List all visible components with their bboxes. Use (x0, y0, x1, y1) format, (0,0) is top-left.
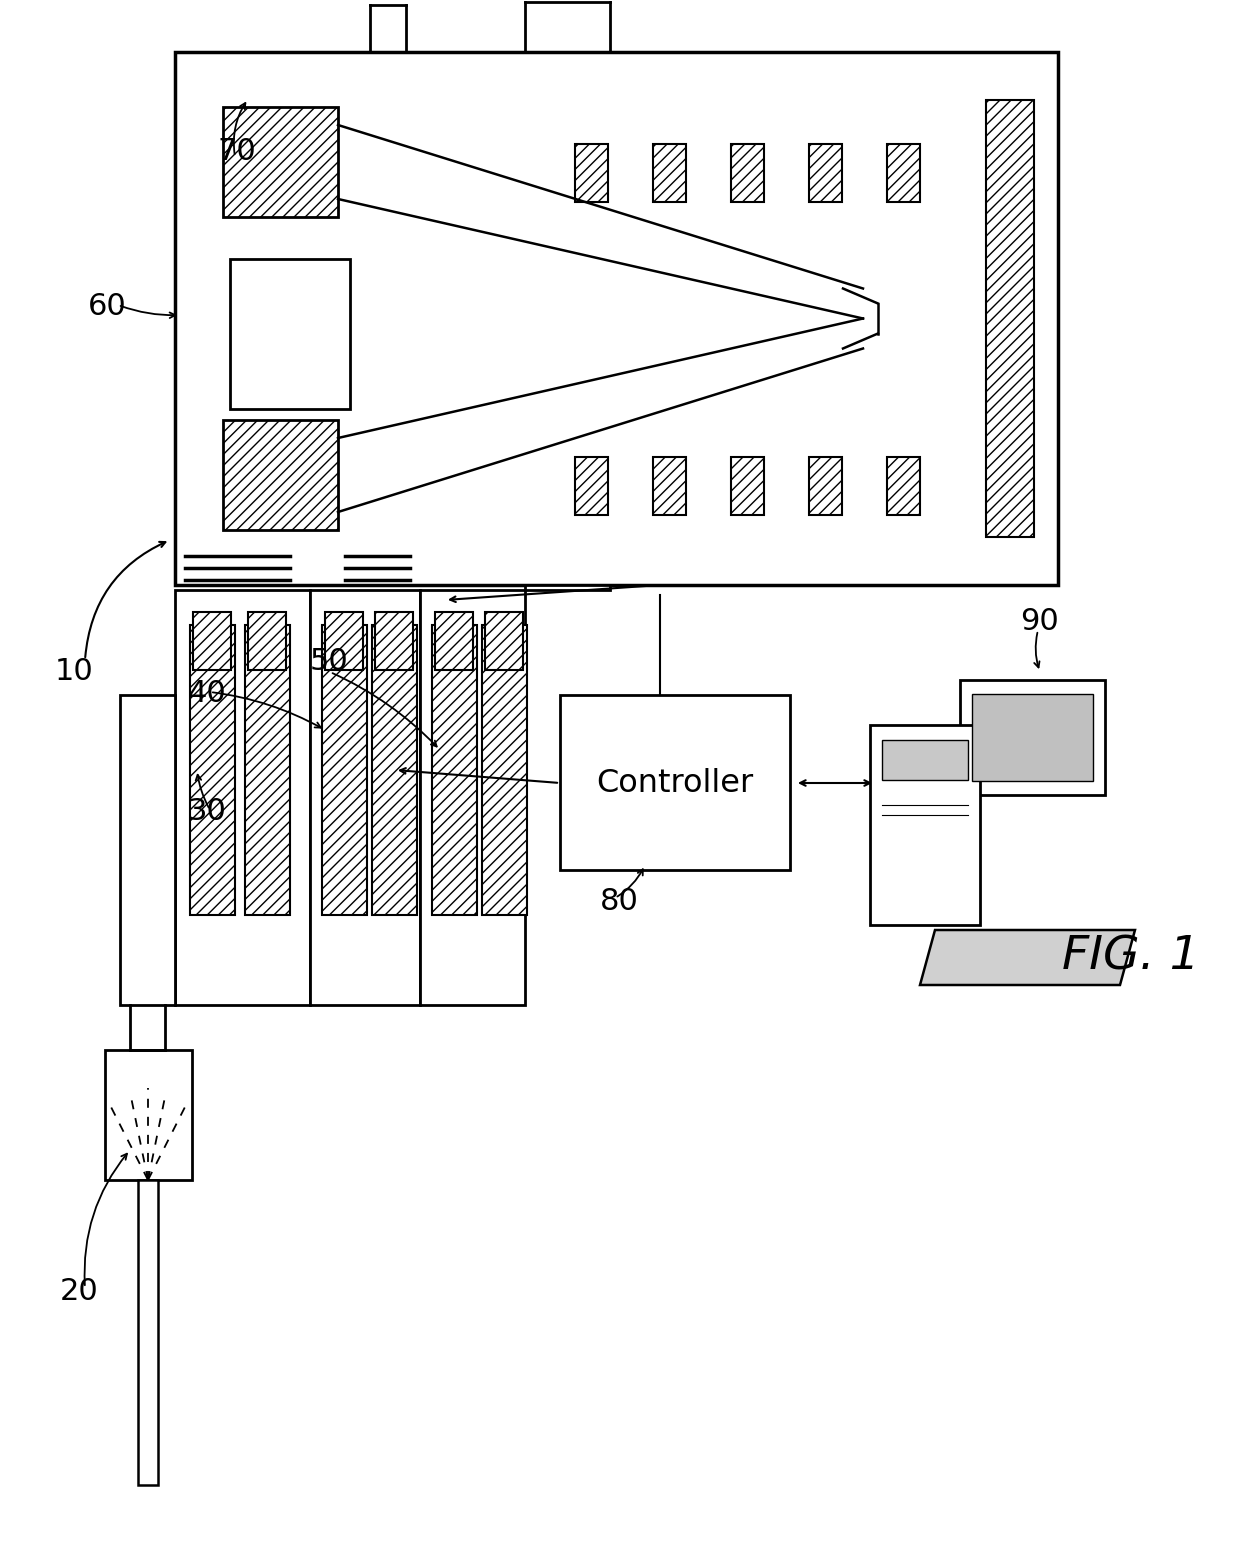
Bar (653, 144, 686, 202)
Bar (175, 53, 1058, 584)
Text: 70: 70 (218, 136, 257, 166)
Text: FIG. 1: FIG. 1 (1061, 935, 1200, 980)
Bar (322, 625, 367, 914)
Bar (960, 680, 1105, 795)
Bar (175, 591, 310, 1004)
Text: 10: 10 (55, 657, 94, 687)
Bar (986, 101, 1034, 536)
Polygon shape (920, 930, 1135, 984)
Bar (870, 725, 980, 925)
Bar (732, 457, 764, 515)
Bar (575, 457, 608, 515)
Bar (485, 612, 523, 670)
Bar (432, 625, 477, 914)
Bar (223, 420, 339, 530)
Bar (246, 625, 290, 914)
Bar (887, 457, 920, 515)
Text: 80: 80 (600, 887, 639, 916)
Bar (560, 694, 790, 870)
Bar (525, 584, 610, 591)
Bar (138, 1180, 157, 1485)
Bar (105, 1049, 192, 1180)
Bar (575, 144, 608, 202)
Bar (420, 591, 525, 1004)
Bar (120, 694, 175, 1004)
Bar (808, 144, 842, 202)
Text: 60: 60 (88, 291, 126, 321)
Bar (882, 739, 968, 780)
Bar (325, 612, 363, 670)
Bar (732, 144, 764, 202)
Bar (972, 694, 1092, 781)
Text: 40: 40 (188, 679, 227, 708)
Text: 30: 30 (188, 797, 227, 826)
Text: 20: 20 (60, 1277, 99, 1307)
Text: 50: 50 (310, 646, 348, 676)
Bar (372, 625, 417, 914)
Bar (435, 612, 472, 670)
Bar (248, 612, 286, 670)
Bar (808, 457, 842, 515)
Bar (310, 591, 420, 1004)
Bar (193, 612, 231, 670)
Bar (887, 144, 920, 202)
Text: 90: 90 (1021, 608, 1059, 636)
Bar (374, 612, 413, 670)
Bar (653, 457, 686, 515)
Bar (229, 259, 350, 409)
Bar (482, 625, 527, 914)
Bar (223, 107, 339, 217)
Bar (190, 625, 236, 914)
Text: Controller: Controller (596, 767, 754, 798)
